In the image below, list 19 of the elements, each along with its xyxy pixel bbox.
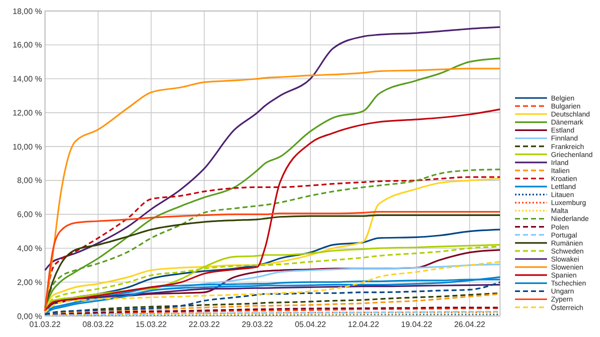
x-tick-label: 01.03.22 [29,320,62,329]
y-tick-label: 10,00 % [12,142,42,152]
x-tick-label: 12.04.22 [348,320,380,329]
y-tick-label: 12,00 % [12,108,42,118]
x-tick-label: 05.04.22 [294,320,327,329]
y-tick-label: 6,00 % [17,210,42,220]
x-tick-label: 22.03.22 [188,320,220,329]
y-tick-label: 4,00 % [17,244,42,254]
x-tick-label: 29.03.22 [242,320,274,329]
x-tick-label: 19.04.22 [401,320,433,329]
y-tick-label: 16,00 % [12,40,42,50]
y-tick-label: 8,00 % [17,176,42,186]
x-tick-label: 08.03.22 [82,320,114,329]
y-tick-label: 2,00 % [17,278,42,287]
x-tick-label: 15.03.22 [136,320,168,329]
x-tick-label: 26.04.22 [454,320,486,329]
y-tick-label: 0,00 % [17,312,42,321]
y-tick-label: 18,00 % [12,6,42,16]
y-tick-label: 14,00 % [12,74,42,84]
